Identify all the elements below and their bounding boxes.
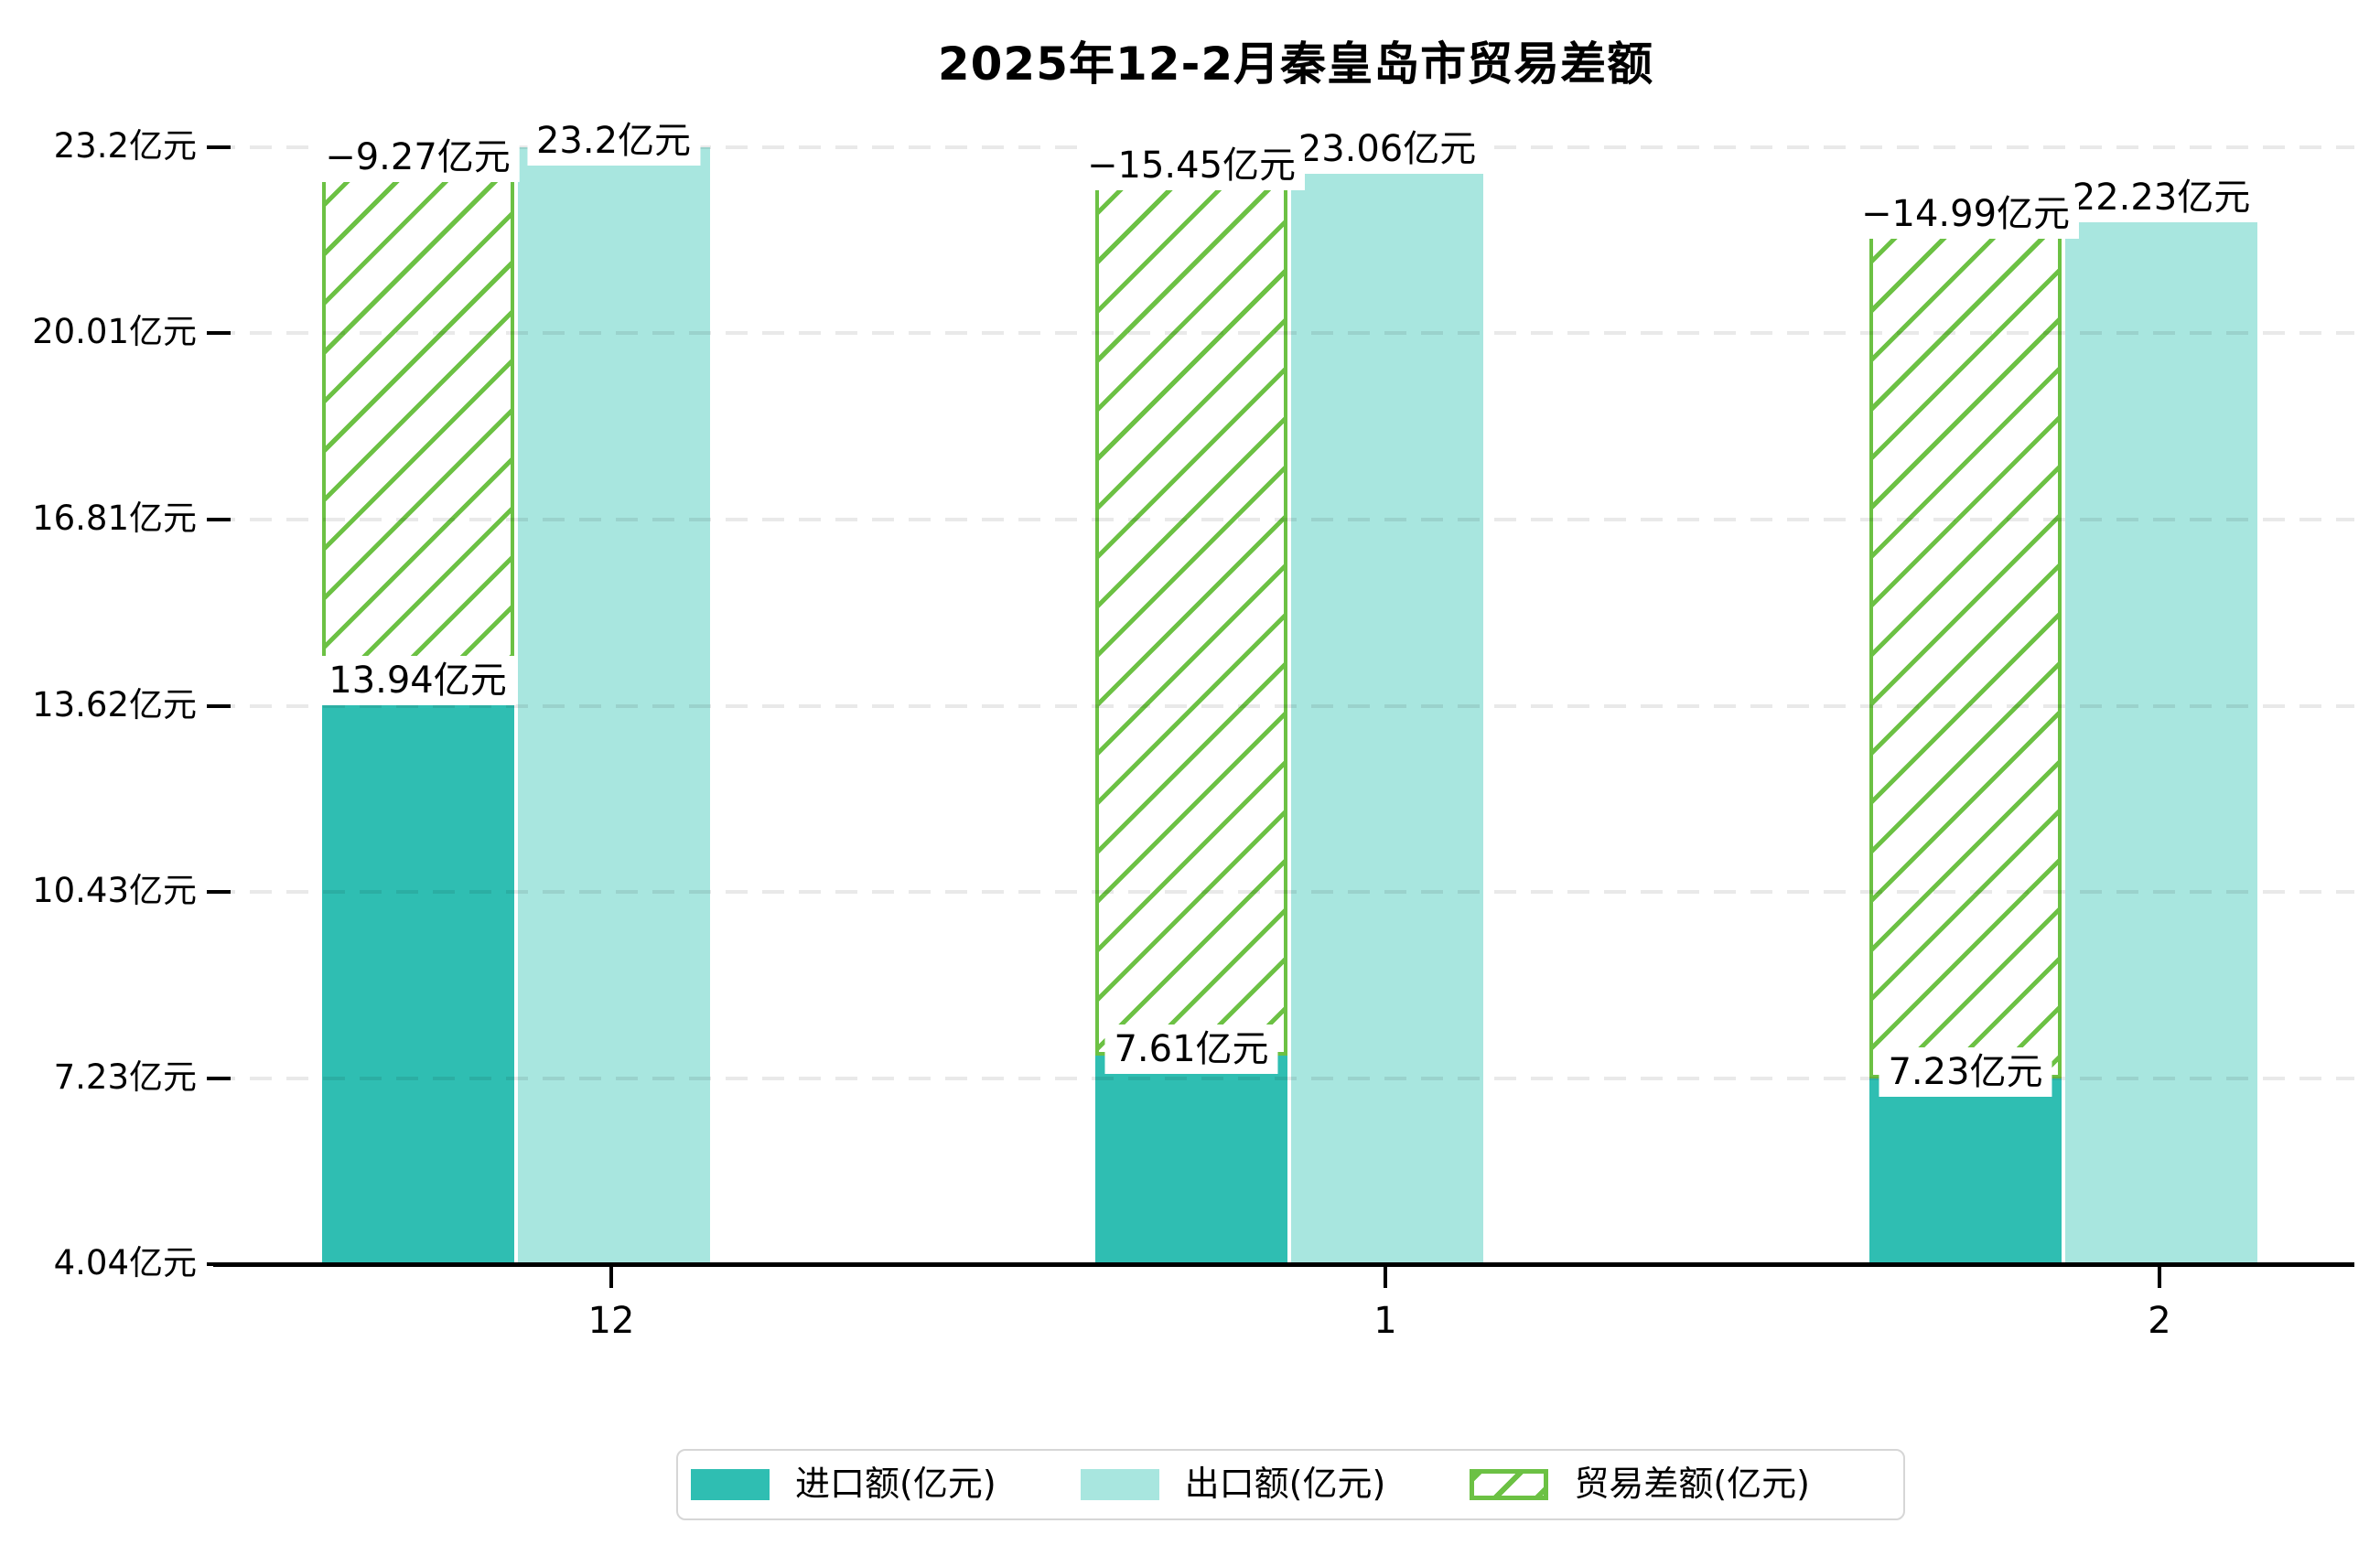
grid-line-1	[213, 1076, 2354, 1080]
y-tick-label-4: 16.81亿元	[32, 499, 197, 539]
label-import-2: 7.23亿元	[1879, 1046, 2052, 1097]
grid-line-2	[213, 889, 2354, 894]
legend-export-swatch	[1080, 1469, 1159, 1500]
chart-title: 2025年12-2月秦皇岛市贸易差额	[937, 38, 1654, 91]
label-export-12: 23.2亿元	[526, 116, 701, 166]
label-import-12: 13.94亿元	[319, 656, 516, 706]
y-tick-2	[207, 889, 231, 894]
bar-import-12	[321, 687, 514, 1264]
bar-balance-1	[1095, 155, 1287, 1057]
y-tick-1	[207, 1076, 231, 1080]
legend: 进口额(亿元) 出口额(亿元) 贸易差额(亿元)	[676, 1449, 1905, 1520]
y-tick-label-2: 10.43亿元	[32, 870, 197, 910]
label-export-2: 22.23亿元	[2062, 172, 2260, 222]
x-tick-12	[609, 1266, 613, 1288]
grid-line-3	[213, 703, 2354, 708]
bar-export-1	[1291, 155, 1483, 1264]
grid-line-5	[213, 331, 2354, 336]
legend-balance-swatch-hatch-icon	[1470, 1469, 1549, 1500]
legend-item-balance[interactable]: 贸易差额(亿元)	[1470, 1464, 1810, 1506]
y-tick-label-1: 7.23亿元	[53, 1057, 197, 1097]
label-import-1: 7.61亿元	[1104, 1025, 1278, 1075]
y-tick-label-6: 23.2亿元	[53, 126, 197, 166]
y-tick-label-5: 20.01亿元	[32, 312, 197, 352]
bar-balance-2	[1869, 203, 2062, 1078]
label-balance-2: −14.99亿元	[1851, 188, 2080, 239]
legend-item-import[interactable]: 进口额(亿元)	[691, 1464, 996, 1506]
x-tick-2	[2158, 1266, 2161, 1288]
x-tick-label-12: 12	[587, 1300, 635, 1342]
x-tick-label-1: 1	[1373, 1300, 1397, 1342]
x-tick-1	[1384, 1266, 1387, 1288]
grid-line-4	[213, 518, 2354, 522]
y-tick-5	[207, 331, 231, 336]
x-axis-line	[213, 1262, 2354, 1267]
bar-import-1	[1095, 1056, 1287, 1264]
y-tick-0	[207, 1262, 231, 1266]
bar-import-2	[1869, 1078, 2062, 1264]
label-balance-1: −15.45亿元	[1077, 140, 1306, 190]
y-tick-4	[207, 518, 231, 522]
x-tick-label-2: 2	[2148, 1300, 2171, 1342]
bar-balance-12	[321, 147, 514, 688]
legend-import-swatch	[691, 1469, 770, 1500]
y-tick-3	[207, 703, 231, 708]
legend-label-balance: 贸易差额(亿元)	[1574, 1464, 1810, 1505]
label-balance-12: −9.27亿元	[316, 133, 520, 182]
y-tick-label-3: 13.62亿元	[32, 684, 197, 724]
legend-label-export: 出口额(亿元)	[1184, 1464, 1386, 1505]
y-tick-label-0: 4.04亿元	[53, 1243, 197, 1282]
legend-label-import: 进口额(亿元)	[795, 1464, 996, 1505]
label-export-1: 23.06亿元	[1288, 123, 1486, 174]
bar-export-12	[517, 147, 710, 1264]
y-tick-6	[207, 145, 231, 149]
legend-item-export[interactable]: 出口额(亿元)	[1080, 1464, 1386, 1506]
bar-export-2	[2065, 203, 2257, 1264]
